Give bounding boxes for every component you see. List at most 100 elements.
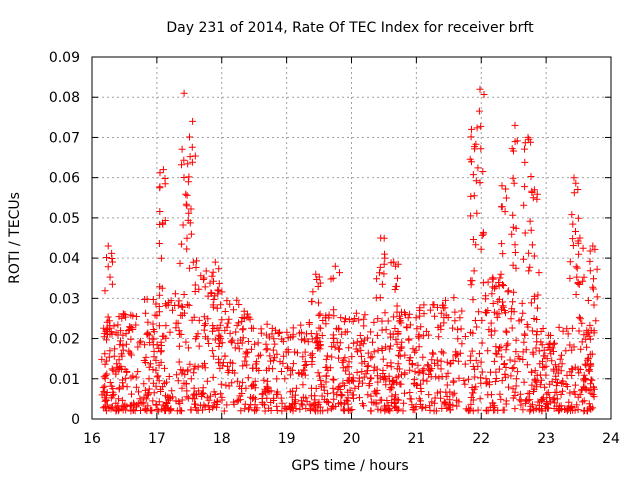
data-point — [162, 300, 169, 308]
data-point — [370, 348, 378, 356]
data-point — [521, 331, 529, 339]
data-point — [156, 184, 164, 192]
data-point — [521, 145, 528, 153]
data-point — [387, 342, 394, 350]
data-point — [359, 340, 367, 348]
data-point — [216, 321, 224, 329]
data-point — [477, 145, 485, 153]
data-point — [556, 355, 564, 363]
data-point — [254, 352, 262, 360]
data-point — [187, 230, 195, 238]
data-point — [180, 89, 188, 97]
data-point — [157, 358, 165, 366]
data-point — [505, 383, 512, 391]
data-point — [417, 380, 425, 388]
data-point — [378, 396, 386, 404]
data-point — [500, 307, 508, 314]
data-point — [450, 294, 458, 302]
data-point — [360, 315, 368, 323]
data-point — [496, 344, 503, 352]
data-point — [409, 345, 417, 353]
data-point — [392, 403, 400, 411]
data-point — [314, 343, 322, 351]
data-point — [562, 380, 570, 388]
data-point — [184, 344, 192, 352]
data-point — [311, 406, 319, 414]
data-point — [122, 406, 130, 414]
data-point — [511, 121, 519, 129]
data-point — [502, 327, 510, 335]
data-point — [132, 321, 140, 329]
data-point — [148, 406, 156, 414]
data-point — [380, 373, 388, 381]
data-point — [480, 91, 488, 98]
data-point — [576, 234, 584, 242]
data-point — [356, 394, 363, 402]
data-point — [548, 357, 556, 365]
data-point — [183, 191, 191, 199]
data-point — [149, 379, 157, 387]
data-point — [393, 365, 401, 373]
data-point — [588, 376, 596, 384]
data-point — [487, 319, 495, 327]
data-point — [367, 354, 375, 362]
data-point — [145, 385, 153, 393]
data-point — [235, 345, 243, 353]
data-point — [532, 344, 540, 352]
data-point — [590, 301, 598, 309]
data-point — [175, 342, 183, 350]
data-point — [430, 399, 438, 407]
data-point — [351, 384, 359, 392]
data-point — [209, 373, 217, 381]
data-point — [184, 394, 192, 402]
data-point — [152, 401, 160, 409]
data-point — [151, 311, 159, 319]
data-point — [475, 308, 483, 316]
data-point — [304, 338, 312, 346]
data-point — [316, 342, 324, 350]
data-point — [429, 350, 437, 358]
data-point — [171, 290, 179, 298]
data-point — [201, 364, 209, 372]
data-point — [585, 367, 593, 375]
data-point — [509, 261, 517, 269]
data-point — [420, 310, 428, 318]
data-point — [498, 377, 506, 385]
data-point — [580, 397, 588, 405]
data-point — [349, 377, 357, 385]
data-point — [529, 194, 537, 202]
data-point — [314, 407, 322, 415]
data-point — [381, 254, 389, 262]
data-point — [152, 366, 160, 374]
data-point — [200, 326, 208, 334]
data-point — [555, 323, 563, 331]
data-point — [553, 395, 561, 403]
data-point — [242, 348, 250, 356]
data-point — [193, 333, 201, 341]
data-point — [498, 305, 505, 313]
data-point — [525, 249, 533, 257]
data-point — [542, 362, 550, 370]
data-point — [315, 324, 323, 332]
data-point — [153, 406, 161, 413]
data-point — [589, 283, 597, 291]
data-point — [431, 312, 439, 320]
data-point — [356, 332, 364, 339]
data-point — [149, 320, 157, 328]
data-point — [528, 381, 536, 389]
data-point — [181, 371, 189, 379]
data-point — [592, 317, 600, 325]
data-point — [344, 394, 352, 402]
data-point — [473, 124, 481, 132]
data-point — [441, 399, 449, 407]
data-point — [332, 325, 340, 333]
data-point — [412, 403, 420, 411]
data-point — [247, 393, 254, 401]
data-point — [373, 275, 381, 283]
data-point — [143, 330, 151, 338]
data-point — [323, 352, 331, 360]
data-point — [103, 401, 111, 409]
data-point — [534, 291, 542, 299]
data-point — [449, 324, 457, 332]
data-point — [569, 242, 577, 249]
